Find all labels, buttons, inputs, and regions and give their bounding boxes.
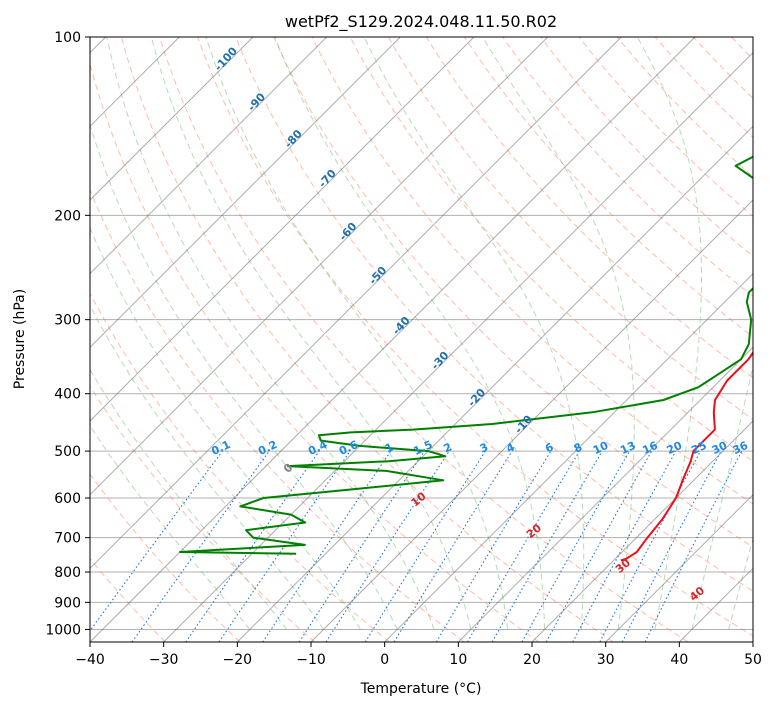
isotherm-line	[531, 420, 753, 642]
isotherm-line	[90, 37, 696, 642]
isotherm-line	[90, 37, 622, 570]
dry-adiabat-line	[90, 62, 540, 642]
dry-adiabat-line	[90, 473, 241, 642]
pressure-grid	[90, 37, 753, 630]
mixing-ratio-line	[325, 450, 450, 642]
moist-adiabat-line	[90, 304, 325, 630]
sounding-profiles	[179, 155, 753, 562]
y-tick-label: 600	[54, 491, 81, 507]
x-tick-label: 50	[744, 652, 762, 668]
dewpoint-profile-line	[179, 155, 753, 555]
mixing-ratio-line	[393, 450, 513, 642]
mixing-ratio-line	[572, 450, 677, 642]
mixing-ratio-label: 10	[591, 439, 611, 457]
mixing-ratio-line	[218, 450, 351, 642]
dry-adiabat-line	[425, 37, 753, 379]
isotherm-line	[457, 346, 753, 642]
y-tick-label: 800	[54, 565, 81, 581]
x-tick-label: 0	[380, 652, 389, 668]
isotherm-line	[236, 125, 753, 642]
mixing-ratio-label: 36	[731, 439, 751, 457]
moist-adiabat-line	[482, 37, 635, 630]
dry-adiabat-line	[311, 37, 753, 505]
skewed-isotherms	[90, 37, 753, 642]
x-tick-label: −10	[296, 652, 326, 668]
moist-adiabat-line	[90, 424, 251, 630]
mixing-ratio-label: 13	[618, 439, 637, 457]
isotherm-line	[605, 493, 753, 642]
x-axis-title: Temperature (°C)	[360, 681, 482, 697]
isotherm-line	[90, 37, 401, 349]
mixing-ratio-label: 16	[640, 439, 660, 457]
x-tick-label: −20	[223, 652, 253, 668]
moist-adiabat-line	[691, 363, 753, 630]
dry-adiabat-line	[90, 385, 316, 642]
mixing-ratio-line	[467, 450, 580, 642]
mixing-ratio-lines	[90, 450, 743, 642]
dry-adiabat-line	[273, 37, 753, 548]
isotherm-line	[384, 272, 753, 642]
y-tick-label: 900	[54, 595, 81, 611]
y-tick-label: 200	[54, 208, 81, 224]
mixing-ratio-line	[364, 450, 486, 642]
mixing-ratio-line	[90, 450, 223, 632]
dry-adiabat-line	[387, 37, 753, 420]
isotherm-line	[90, 37, 549, 496]
y-tick-label: 300	[54, 313, 81, 329]
y-tick-label: 400	[54, 387, 81, 403]
chart-title: wetPf2_S129.2024.048.11.50.R02	[285, 12, 557, 32]
dry-adiabat-line	[235, 37, 753, 592]
moist-adiabat-line	[106, 37, 435, 630]
plot-frame	[89, 36, 754, 643]
y-tick-label: 1000	[45, 622, 81, 638]
moist-adiabat-line	[274, 37, 546, 630]
moist-adiabat-line	[90, 123, 398, 630]
x-tick-label: −30	[149, 652, 179, 668]
x-tick-label: 30	[597, 652, 615, 668]
y-tick-label: 500	[54, 444, 81, 460]
mixing-ratio-line	[185, 450, 320, 642]
temperature-profile-line	[620, 350, 753, 562]
x-tick-label: −40	[75, 652, 105, 668]
moist-adiabat-line	[90, 368, 288, 630]
moist-adiabat-line	[636, 37, 702, 630]
x-tick-label: 10	[449, 652, 467, 668]
x-axis: −40 −30 −20 −10 0 10 20 30 40 50	[75, 642, 762, 668]
isotherm-line	[90, 37, 328, 275]
dry-adiabat-line	[349, 37, 753, 462]
mixing-ratio-label: 25	[689, 439, 708, 457]
y-axis: 100 200 300 400 500 600 700 800 900 1000	[45, 30, 90, 638]
dry-adiabat-line	[197, 37, 753, 637]
moist-adiabat-line	[205, 37, 509, 630]
mixing-ratio-line	[131, 450, 270, 642]
isotherm-line	[310, 199, 753, 642]
moist-adiabat-line	[90, 226, 361, 630]
dry-adiabat-line	[90, 188, 465, 642]
mixing-ratio-label: 20	[665, 439, 685, 457]
moist-adiabat-line	[363, 37, 585, 630]
isotherm-line	[163, 51, 753, 642]
dry-adiabat-line	[502, 37, 753, 298]
y-axis-title: Pressure (hPa)	[12, 289, 28, 389]
mixing-ratio-label: 30	[710, 439, 730, 457]
moist-adiabats	[90, 37, 753, 630]
plot-area: -100-90-80-70-60-50-40-30-20-100.1 0.2 0.4…	[90, 37, 753, 642]
mixing-ratio-line	[521, 450, 630, 642]
x-tick-label: 40	[670, 652, 688, 668]
dry-adiabat-line	[159, 37, 689, 642]
dry-adiabat-line	[540, 37, 753, 257]
mixing-ratio-line	[435, 450, 552, 642]
moist-adiabat-line	[728, 537, 753, 630]
y-tick-label: 700	[54, 531, 81, 547]
mixing-ratio-line	[491, 450, 603, 642]
dry-adiabat-line	[120, 37, 614, 642]
moist-adiabat-line	[150, 37, 472, 630]
isotherm-line	[90, 37, 475, 422]
y-tick-label: 100	[54, 30, 81, 46]
dry-adiabat-line	[616, 37, 753, 178]
x-tick-label: 20	[523, 652, 541, 668]
isotherm-line	[90, 37, 254, 201]
